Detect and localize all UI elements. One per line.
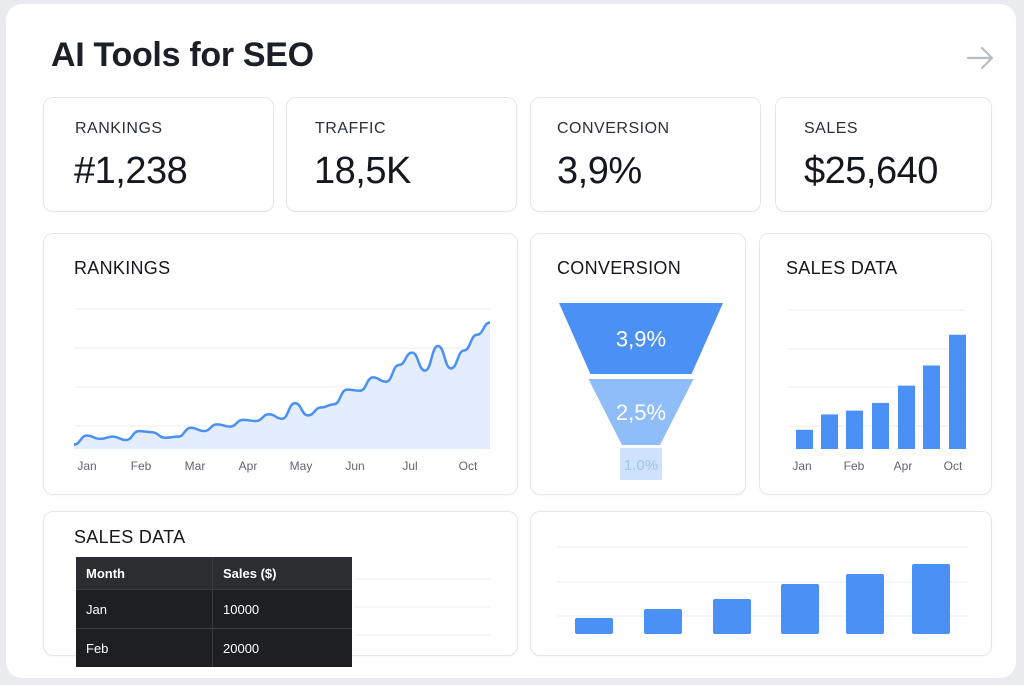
funnel-stage-label: 3,9% <box>616 327 666 352</box>
kpi-card-sales: SALES $25,640 <box>775 97 992 212</box>
funnel-stage-label: 1.0% <box>624 457 658 474</box>
kpi-value: #1,238 <box>74 150 188 192</box>
bottom-bar <box>781 584 819 634</box>
kpi-value: $25,640 <box>804 150 938 192</box>
sales-bar-chart: Jan Feb Apr Oct <box>788 309 966 473</box>
bottom-bar <box>575 618 613 634</box>
sales-bar <box>821 414 838 449</box>
chart-title: CONVERSION <box>557 258 682 278</box>
sales-chart-card: SALES DATA Jan Feb Apr Oct <box>759 233 992 495</box>
table-header-row: Month Sales ($) <box>76 557 352 590</box>
table-cell: 10000 <box>212 589 352 629</box>
x-tick-label: Feb <box>131 459 152 473</box>
x-tick-label: Oct <box>944 459 963 473</box>
kpi-label: TRAFFIC <box>315 120 387 137</box>
funnel-stage <box>619 448 663 480</box>
sales-bar <box>898 385 915 449</box>
column-header-sales[interactable]: Sales ($) <box>212 557 352 590</box>
funnel-stage-label: 2,5% <box>616 400 666 425</box>
bottom-bar <box>912 564 950 634</box>
rankings-series-line <box>73 321 491 446</box>
chart-title: RANKINGS <box>74 258 171 278</box>
kpi-card-conversion: CONVERSION 3,9% <box>530 97 761 212</box>
x-tick-label: Jan <box>792 459 811 473</box>
kpi-value: 18,5K <box>314 150 411 192</box>
kpi-label: SALES <box>804 120 859 137</box>
table-cell: 20000 <box>212 628 352 667</box>
x-tick-label: Jun <box>345 459 364 473</box>
card-title: SALES DATA <box>74 527 186 547</box>
sales-table: Month Sales ($) Jan 10000 Feb 20000 <box>76 557 352 667</box>
kpi-label: RANKINGS <box>75 120 163 137</box>
conversion-funnel-chart: 3,9% 2,5% 1.0% <box>559 303 723 480</box>
rankings-area-fill <box>74 322 490 449</box>
bottom-bar <box>846 574 884 634</box>
x-tick-label: Jul <box>402 459 417 473</box>
funnel-stage <box>559 303 723 374</box>
table-cell: Jan <box>76 589 213 629</box>
page-title: AI Tools for SEO <box>51 36 314 74</box>
column-header-month[interactable]: Month <box>76 557 213 590</box>
bottom-bar-chart-card <box>530 511 992 656</box>
sales-bar <box>872 402 889 449</box>
sales-bar <box>796 429 813 449</box>
table-row: Feb 20000 <box>76 628 352 667</box>
x-tick-label: May <box>290 459 313 473</box>
chart-title: SALES DATA <box>786 258 898 278</box>
sales-bar <box>949 334 966 449</box>
x-tick-label: Jan <box>77 459 96 473</box>
kpi-value: 3,9% <box>557 150 642 192</box>
bottom-bar-chart <box>557 546 968 634</box>
kpi-card-rankings: RANKINGS #1,238 <box>43 97 274 212</box>
rankings-chart-card: RANKINGS Jan Feb Mar Apr May Jun Jul Oct <box>43 233 518 495</box>
table-row: Jan 10000 <box>76 589 352 629</box>
kpi-label: CONVERSION <box>557 120 670 137</box>
x-tick-label: Mar <box>185 459 206 473</box>
arrow-right-icon[interactable] <box>964 44 998 72</box>
rankings-area-chart: Jan Feb Mar Apr May Jun Jul Oct <box>73 308 491 473</box>
bottom-bar <box>644 609 682 634</box>
table-cell: Feb <box>76 628 213 667</box>
conversion-chart-card: CONVERSION 3,9% 2,5% 1.0% <box>530 233 746 495</box>
x-tick-label: Apr <box>239 459 258 473</box>
x-tick-label: Feb <box>844 459 865 473</box>
table-card-gridlines <box>354 578 490 636</box>
funnel-stage <box>588 379 694 445</box>
kpi-card-traffic: TRAFFIC 18,5K <box>286 97 517 212</box>
x-tick-label: Oct <box>459 459 478 473</box>
bottom-bar <box>713 599 751 634</box>
sales-bar <box>923 365 940 449</box>
x-tick-label: Apr <box>894 459 913 473</box>
sales-bar <box>846 410 863 449</box>
